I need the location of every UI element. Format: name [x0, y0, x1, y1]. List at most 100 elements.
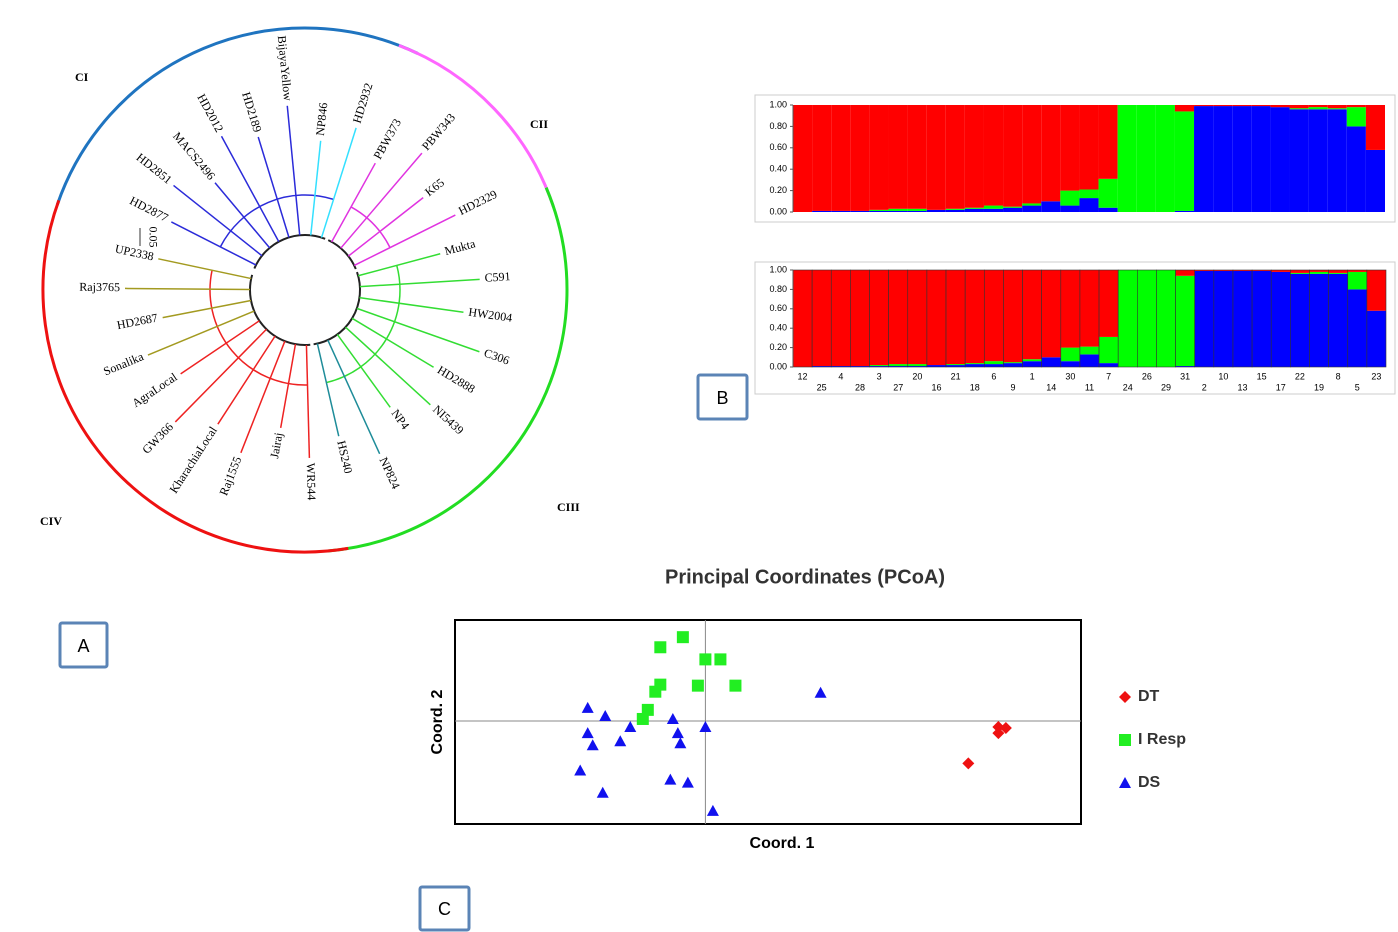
- bar-segment: [1289, 105, 1309, 109]
- data-point: [992, 721, 1005, 734]
- panel-label-box: [418, 885, 471, 932]
- taxon-label: K65: [422, 175, 447, 199]
- x-tick-label: 12: [798, 371, 808, 381]
- bar-segment: [1041, 270, 1061, 358]
- panel-label: B: [716, 388, 728, 408]
- legend-label: DS: [1138, 774, 1161, 791]
- bar-segment: [831, 210, 851, 212]
- bar-segment: [907, 210, 927, 212]
- bar-segment: [1289, 108, 1309, 110]
- bar-segment: [1041, 357, 1061, 367]
- data-point: [586, 739, 599, 751]
- bar-segment: [869, 270, 889, 366]
- bar-segment: [1232, 270, 1253, 367]
- data-point: [729, 679, 742, 692]
- x-tick-label: 5: [1355, 382, 1360, 392]
- data-point: [706, 804, 719, 816]
- bar-segment: [1136, 105, 1156, 212]
- y-tick-label: 0.00: [769, 206, 787, 216]
- x-tick-label: 23: [1371, 371, 1381, 381]
- chart-title: Principal Coordinates (PCoA): [665, 566, 945, 588]
- taxon-label: HW2004: [468, 305, 514, 325]
- bar-segment: [1252, 270, 1272, 271]
- bar-segment: [1117, 105, 1137, 212]
- branch: [347, 197, 424, 257]
- bar-segment: [1099, 270, 1119, 337]
- bar-segment: [1327, 105, 1347, 109]
- taxon-label: MACS2496: [170, 129, 218, 182]
- bar-segment: [1194, 270, 1214, 367]
- bar-segment: [907, 105, 927, 209]
- taxon-label: HD2932: [350, 81, 376, 125]
- branch: [279, 344, 297, 429]
- bar-segment: [1232, 106, 1252, 212]
- bar-segment: [1271, 271, 1291, 367]
- bar-segment: [946, 364, 966, 366]
- branch: [359, 278, 480, 288]
- y-tick-label: 0.60: [769, 142, 787, 152]
- data-point: [691, 679, 704, 692]
- bar-segment: [793, 270, 813, 367]
- bar-segment: [1309, 273, 1329, 367]
- bar-segment: [1194, 270, 1214, 271]
- bar-segment: [850, 105, 870, 211]
- bar-segment: [1098, 105, 1118, 179]
- bar-segment: [1060, 105, 1080, 191]
- bar-segment: [1003, 206, 1023, 208]
- bar-segment: [926, 105, 946, 210]
- y-tick-label: 0.80: [769, 284, 787, 294]
- bar-segment: [1060, 347, 1080, 362]
- bar-segment: [1175, 366, 1195, 367]
- bar-segment: [869, 209, 889, 211]
- x-tick-label: 15: [1257, 371, 1267, 381]
- bar-segment: [907, 364, 927, 367]
- bar-segment: [946, 270, 966, 365]
- branch: [310, 140, 322, 236]
- bar-segment: [1137, 270, 1157, 367]
- bar-segment: [1022, 205, 1042, 212]
- taxon-label: Mukta: [443, 236, 478, 258]
- bar-segment: [1003, 105, 1023, 207]
- taxon-label: HD2329: [456, 187, 499, 218]
- bar-segment: [812, 105, 832, 211]
- bar-segment: [1327, 108, 1347, 110]
- branch: [316, 343, 340, 437]
- taxon-label: HS240: [334, 439, 355, 475]
- branch: [340, 152, 423, 249]
- bar-segment: [1308, 107, 1328, 110]
- bar-segment: [945, 105, 965, 209]
- panel-frame: [754, 94, 1396, 223]
- bar-segment: [1098, 207, 1118, 212]
- data-point: [654, 641, 667, 654]
- x-tick-label: 17: [1276, 382, 1286, 392]
- bar-segment: [1079, 189, 1099, 199]
- y-tick-label: 1.00: [769, 99, 787, 109]
- bar-segment: [1213, 105, 1233, 107]
- bar-segment: [888, 270, 908, 365]
- bar-segment: [983, 205, 1004, 209]
- branch: [173, 184, 263, 257]
- bar-segment: [1270, 105, 1290, 108]
- bar-segment: [888, 210, 908, 212]
- bar-segment: [1366, 270, 1386, 311]
- x-tick-label: 27: [893, 382, 903, 392]
- bar-segment: [1366, 310, 1386, 367]
- bar-segment: [926, 209, 946, 212]
- taxon-label: NP824: [376, 455, 403, 491]
- bar-segment: [1251, 106, 1271, 212]
- y-tick-label: 0.80: [769, 121, 787, 131]
- y-tick-label: 0.60: [769, 303, 787, 313]
- x-tick-label: 3: [877, 371, 882, 381]
- bar-segment: [1290, 272, 1310, 274]
- clade-arc: [55, 26, 419, 206]
- y-tick-label: 0.00: [769, 361, 787, 371]
- x-tick-label: 16: [931, 382, 941, 392]
- bar-segment: [984, 361, 1004, 365]
- bar-segment: [1347, 270, 1367, 272]
- x-tick-label: 22: [1295, 371, 1305, 381]
- bar-segment: [1290, 273, 1310, 367]
- branch: [353, 214, 456, 267]
- bar-segment: [965, 363, 985, 365]
- branch: [158, 258, 252, 280]
- clade-arc: [398, 44, 555, 208]
